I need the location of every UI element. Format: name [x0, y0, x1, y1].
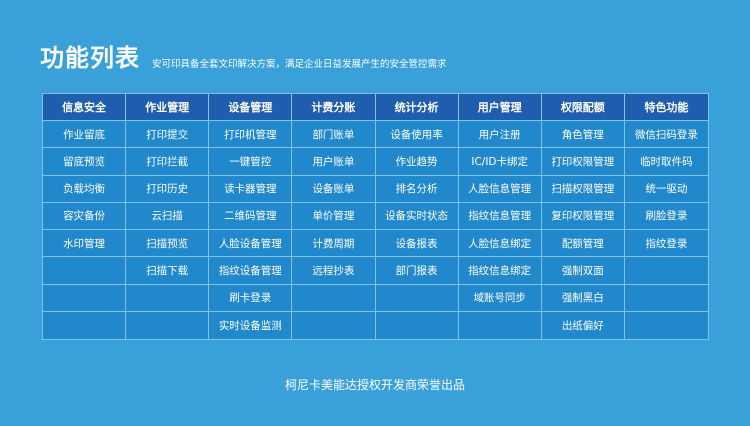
feature-cell: 刷卡登录: [209, 285, 292, 312]
feature-column: 统计分析 设备使用率 作业趋势 排名分析 设备实时状态 设备报表 部门报表: [375, 94, 459, 339]
feature-cell: 部门报表: [375, 257, 458, 285]
feature-cell: 打印提交: [126, 121, 209, 149]
empty-cell: [292, 285, 375, 312]
footer-text: 柯尼卡美能达授权开发商荣誉出品: [284, 378, 465, 392]
feature-cell: 出纸偏好: [561, 319, 604, 332]
feature-cell: 复印权限管理: [541, 203, 624, 231]
feature-cell: 计费周期: [292, 230, 375, 258]
page-title: 功能列表: [40, 44, 140, 72]
empty-cell: [126, 312, 208, 339]
empty-cell: [43, 285, 126, 312]
feature-cell: 容灾备份: [43, 203, 126, 231]
column-header: 统计分析: [375, 94, 458, 122]
feature-cell: 实时设备监测: [218, 319, 282, 332]
feature-cell: 强制黑白: [541, 285, 624, 312]
feature-cell: 打印拦截: [126, 148, 209, 176]
feature-cell: 刷脸登录: [624, 203, 708, 231]
feature-cell: 部门账单: [292, 121, 375, 149]
feature-column: 用户管理 用户注册 IC/ID卡绑定 人脸信息管理 指纹信息管理 人脸信息绑定 指纹信息绑定…: [458, 94, 542, 339]
feature-cell: 人脸设备管理: [209, 230, 292, 258]
feature-column: 计费分账 部门账单 用户账单 设备账单 单价管理 计费周期 远程抄表: [292, 94, 376, 339]
feature-cell: 扫描权限管理: [541, 176, 624, 203]
empty-cell: [624, 285, 708, 312]
feature-column: 权限配额 角色管理 打印权限管理 扫描权限管理 复印权限管理 配额管理 强制双面 强制黑白出纸…: [541, 94, 625, 339]
feature-cell: 读卡器管理: [209, 176, 292, 203]
feature-cell: 设备使用率: [375, 121, 458, 149]
feature-cell: 指纹信息管理: [458, 203, 541, 231]
feature-table: 信息安全 作业留底 留底预览 负载均衡 容灾备份 水印管理 作业管理 打印提交 打印拦截 打印历史…: [42, 93, 709, 340]
feature-cell: 角色管理: [541, 121, 624, 149]
page-subtitle: 安可印具备全套文印解决方案，满足企业日益发展产生的安全管控需求: [152, 59, 447, 70]
feature-cell: 扫描下载: [126, 257, 209, 285]
feature-cell: 设备报表: [375, 230, 458, 258]
empty-cell: [375, 285, 458, 312]
feature-cell: 负载均衡: [43, 176, 126, 203]
column-header: 设备管理: [209, 94, 292, 122]
feature-cell: 排名分析: [375, 176, 458, 203]
feature-column: 特色功能 微信扫码登录 临时取件码 统一驱动 刷脸登录 指纹登录: [624, 94, 708, 339]
feature-cell: 单价管理: [292, 203, 375, 231]
feature-cell: 指纹信息绑定: [458, 257, 541, 285]
feature-cell: 人脸信息绑定: [458, 230, 541, 258]
feature-cell: 设备账单: [292, 176, 375, 203]
feature-cell: 一键管控: [209, 148, 292, 176]
empty-cell: [624, 257, 708, 285]
feature-cell: 打印权限管理: [541, 148, 624, 176]
feature-column: 作业管理 打印提交 打印拦截 打印历史 云扫描 扫描预览 扫描下载: [126, 94, 210, 339]
feature-cell: 水印管理: [43, 230, 126, 258]
feature-cell: 留底预览: [43, 148, 126, 176]
empty-cell: [376, 312, 458, 339]
feature-cell: 远程抄表: [292, 257, 375, 285]
column-header: 用户管理: [458, 94, 541, 122]
empty-cell: [625, 312, 708, 339]
feature-cell: 扫描预览: [126, 230, 209, 258]
feature-cell: 用户账单: [292, 148, 375, 176]
column-header: 信息安全: [43, 94, 126, 122]
feature-cell: 云扫描: [126, 203, 209, 231]
empty-cell: [126, 285, 209, 312]
column-header: 特色功能: [624, 94, 708, 122]
feature-cell: 二维码管理: [209, 203, 292, 231]
feature-cell: 打印历史: [126, 176, 209, 203]
feature-cell: 设备实时状态: [375, 203, 458, 231]
column-header: 权限配额: [541, 94, 624, 122]
feature-cell: 统一驱动: [624, 176, 708, 203]
feature-column: 设备管理 打印机管理 一键管控 读卡器管理 二维码管理 人脸设备管理 指纹设备管理 刷卡登录实…: [209, 94, 293, 339]
feature-cell: 用户注册: [458, 121, 541, 149]
feature-cell: 配额管理: [541, 230, 624, 258]
feature-cell: 指纹设备管理: [209, 257, 292, 285]
feature-cell: 临时取件码: [624, 148, 708, 176]
column-header: 计费分账: [292, 94, 375, 122]
feature-cell: 人脸信息管理: [458, 176, 541, 203]
column-header: 作业管理: [126, 94, 209, 122]
feature-cell: 域账号同步: [458, 285, 541, 312]
feature-cell: 指纹登录: [624, 230, 708, 258]
empty-cell: [459, 312, 541, 339]
feature-cell: 作业趋势: [375, 148, 458, 176]
empty-cell: [43, 257, 126, 285]
feature-cell: 强制双面: [541, 257, 624, 285]
feature-column: 信息安全 作业留底 留底预览 负载均衡 容灾备份 水印管理: [43, 94, 127, 339]
feature-cell: IC/ID卡绑定: [458, 148, 541, 176]
empty-cell: [43, 312, 125, 339]
feature-cell: 作业留底: [43, 121, 126, 149]
feature-cell: 打印机管理: [209, 121, 292, 149]
feature-cell: 微信扫码登录: [624, 121, 708, 149]
empty-cell: [292, 312, 374, 339]
